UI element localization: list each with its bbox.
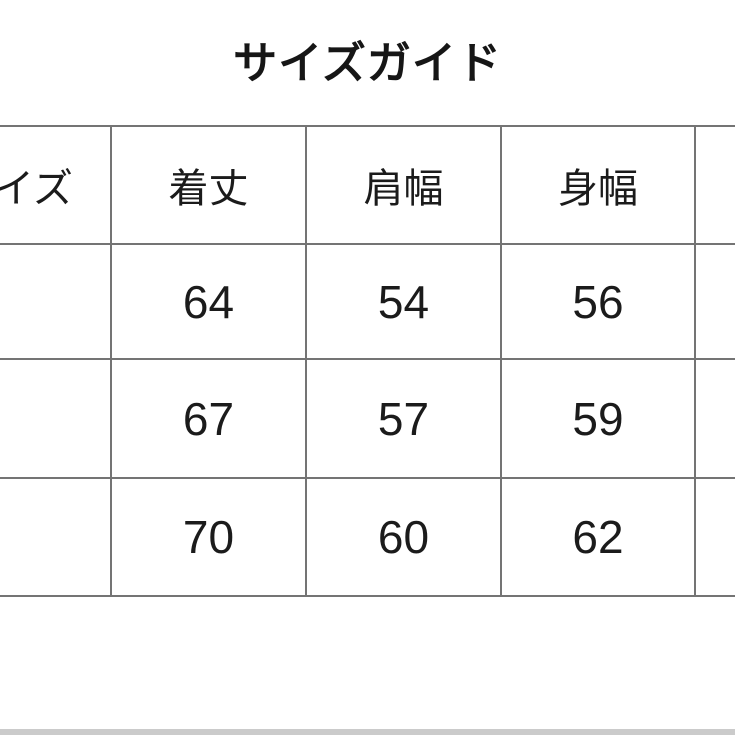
cell-size [0, 358, 112, 479]
header-cell-length: 着丈 [110, 125, 307, 245]
cell-body-width: 62 [500, 477, 696, 597]
table-row: 67 57 59 [0, 358, 735, 479]
photo-bottom-edge-artifact [0, 729, 735, 735]
header-cell-clipped [694, 125, 735, 245]
table-row: 64 54 56 [0, 243, 735, 360]
cell-shoulder-width: 60 [305, 477, 502, 597]
cell-clipped [694, 358, 735, 479]
cell-shoulder-width: 54 [305, 243, 502, 360]
cell-clipped [694, 243, 735, 360]
header-cell-shoulder-width: 肩幅 [305, 125, 502, 245]
header-cell-body-width: 身幅 [500, 125, 696, 245]
cell-shoulder-width: 57 [305, 358, 502, 479]
page-title: サイズガイド [233, 39, 502, 88]
cell-body-width: 59 [500, 358, 696, 479]
table-row: 70 60 62 [0, 477, 735, 597]
cell-size [0, 243, 112, 360]
cell-length: 64 [110, 243, 307, 360]
table-header-row: サイズ 着丈 肩幅 身幅 [0, 125, 735, 245]
cell-body-width: 56 [500, 243, 696, 360]
size-guide-table: サイズ 着丈 肩幅 身幅 64 54 56 67 57 59 70 60 62 [0, 125, 735, 597]
cell-clipped [694, 477, 735, 597]
cell-length: 70 [110, 477, 307, 597]
header-cell-size: サイズ [0, 125, 112, 245]
cell-size [0, 477, 112, 597]
cell-length: 67 [110, 358, 307, 479]
